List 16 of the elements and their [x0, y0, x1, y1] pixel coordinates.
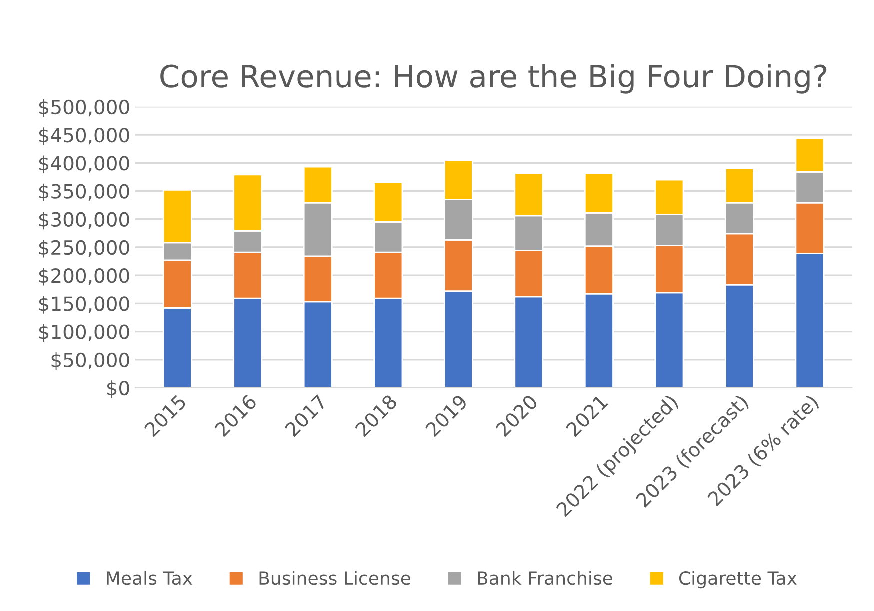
y-tick-label: $200,000 — [39, 268, 130, 286]
y-tick-label: $350,000 — [39, 184, 130, 202]
legend-label: Business License — [260, 571, 411, 586]
y-tick-label: $500,000 — [39, 100, 130, 118]
chart-title: Core Revenue: How are the Big Four Doing? — [160, 64, 827, 94]
y-tick-label: $450,000 — [39, 128, 130, 146]
y-tick-label: $400,000 — [39, 156, 130, 174]
y-tick-label: $0 — [107, 380, 130, 398]
legend-label: Meals Tax — [107, 571, 192, 586]
y-tick-label: $300,000 — [39, 212, 130, 230]
y-tick-label: $50,000 — [52, 352, 130, 370]
legend-label: Cigarette Tax — [679, 571, 797, 589]
y-tick-label: $150,000 — [39, 296, 130, 314]
y-tick-label: $100,000 — [39, 324, 130, 342]
legend-label: Bank Franchise — [478, 571, 613, 586]
y-tick-label: $250,000 — [39, 240, 130, 258]
